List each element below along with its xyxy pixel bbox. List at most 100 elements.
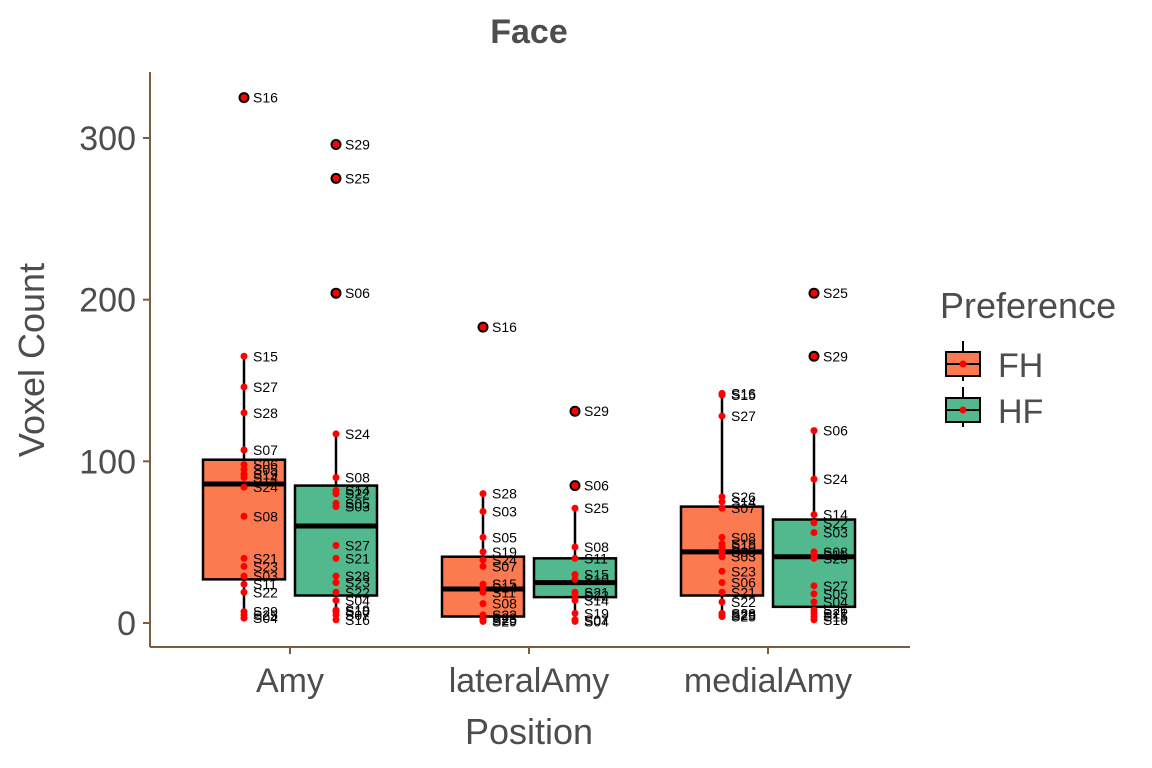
point-label: S24 [253, 479, 278, 495]
x-tick-label: lateralAmy [449, 662, 610, 700]
data-point [479, 548, 487, 556]
point-label: S29 [253, 604, 278, 620]
y-tick-label: 200 [79, 282, 136, 320]
data-point [479, 562, 487, 570]
point-label: S22 [253, 584, 278, 600]
point-label: S04 [823, 594, 848, 610]
point-label: S23 [345, 575, 370, 591]
data-point [240, 465, 248, 473]
data-point [332, 572, 340, 580]
box-fh-medialamy: S16S15S27S26S14S07S08S19S10S05S03S23S06S… [679, 385, 765, 625]
data-point [332, 579, 340, 587]
point-label: S15 [584, 567, 609, 583]
legend: Preference FH HF [940, 285, 1116, 431]
point-label: S27 [731, 408, 756, 424]
point-label: S03 [492, 503, 517, 519]
point-label: S22 [823, 515, 848, 531]
point-label: S08 [731, 529, 756, 545]
data-point [718, 498, 726, 506]
data-point [240, 572, 248, 580]
data-point [718, 543, 726, 551]
data-point [718, 548, 726, 556]
series-fh: S16S15S27S28S07S06S05S19S14S24S08S21S23S… [201, 90, 765, 629]
data-point [571, 609, 579, 617]
point-label: S14 [731, 494, 756, 510]
point-label: S06 [584, 478, 609, 494]
data-point [479, 533, 487, 541]
data-point [240, 554, 248, 562]
point-label: S16 [731, 385, 756, 401]
data-point [810, 616, 818, 624]
point-label: S21 [584, 584, 609, 600]
data-point [332, 474, 340, 481]
data-point [810, 289, 818, 297]
point-label: S29 [823, 348, 848, 364]
point-label: S23 [492, 610, 517, 626]
point-label: S10 [584, 571, 609, 587]
y-axis-title: Voxel Count [11, 263, 52, 457]
series-hf: S29S25S06S24S08S14S22S05S03S27S21S28S23S… [293, 136, 857, 629]
point-label: S16 [253, 90, 278, 106]
data-point [332, 596, 340, 604]
data-point [240, 383, 248, 391]
data-point [479, 490, 487, 498]
box-hf-amy: S29S25S06S24S08S14S22S05S03S27S21S28S23S… [293, 136, 379, 628]
point-label: S03 [253, 568, 278, 584]
data-point [240, 446, 248, 454]
legend-key-point [959, 406, 967, 414]
point-label: S11 [823, 547, 847, 563]
data-point [718, 391, 726, 399]
point-label: S21 [253, 550, 278, 566]
point-label: S07 [492, 558, 517, 574]
point-label: S27 [345, 537, 370, 553]
point-label: S07 [584, 612, 609, 628]
point-label: S19 [253, 466, 278, 482]
point-label: S19 [584, 605, 609, 621]
point-label: S10 [345, 604, 370, 620]
data-point [810, 528, 818, 536]
data-point [810, 352, 818, 360]
data-point [718, 598, 726, 606]
point-label: S28 [731, 605, 756, 621]
data-point [479, 583, 487, 591]
data-point [571, 575, 579, 583]
x-axis-title: Position [465, 711, 593, 752]
data-point [479, 617, 487, 625]
point-label: S08 [492, 596, 517, 612]
legend-key-point [959, 360, 967, 368]
data-point [810, 554, 818, 562]
point-label: S03 [345, 499, 370, 515]
point-label: S06 [823, 423, 848, 439]
data-point [332, 430, 340, 438]
y-tick-label: 100 [79, 443, 136, 481]
data-point [240, 94, 248, 102]
point-label: S21 [823, 605, 848, 621]
data-point [718, 504, 726, 512]
chart-title: Face [490, 13, 568, 51]
data-point [718, 588, 726, 596]
data-point [571, 554, 579, 562]
point-label: S06 [253, 457, 278, 473]
data-point [479, 588, 487, 596]
data-point [718, 579, 726, 587]
point-label: S07 [731, 500, 756, 516]
data-point [332, 554, 340, 562]
point-label: S15 [731, 387, 756, 403]
point-label: S22 [345, 584, 370, 600]
point-label: S19 [345, 602, 370, 618]
point-label: S06 [345, 285, 370, 301]
point-label: S25 [584, 500, 609, 516]
point-label: S05 [731, 544, 756, 560]
data-point [332, 611, 340, 619]
point-label: S08 [253, 508, 278, 524]
data-point [718, 412, 726, 420]
box-fh-amy: S16S15S27S28S07S06S05S19S14S24S08S21S23S… [201, 90, 287, 626]
point-label: S29 [492, 613, 517, 629]
legend-label: FH [998, 347, 1043, 385]
point-label: S28 [492, 486, 517, 502]
data-point [571, 543, 579, 551]
data-point [240, 352, 248, 360]
point-label: S05 [345, 495, 370, 511]
